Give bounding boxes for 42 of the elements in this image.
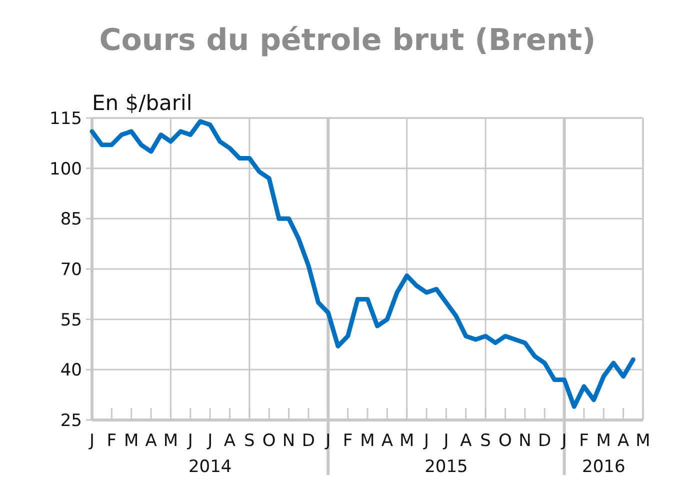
x-tick-label: O [262, 431, 276, 451]
y-axis-title: En $/baril [92, 91, 192, 115]
x-tick-label: S [244, 431, 255, 451]
text: 2015 [424, 457, 468, 477]
y-tick-label: 55 [60, 310, 82, 330]
x-tick-label: A [224, 431, 236, 451]
text: 2014 [188, 457, 232, 477]
x-tick-label: M [596, 431, 611, 451]
x-tick-label: N [282, 431, 296, 451]
x-tick-label: M [124, 431, 139, 451]
x-tick-label: D [538, 431, 552, 451]
x-tick-label: J [442, 431, 449, 451]
x-tick-label: J [324, 431, 331, 451]
y-tick-label: 100 [50, 159, 82, 180]
text: 2016 [582, 457, 626, 477]
x-tick-label: F [342, 431, 353, 451]
x-tick-label: N [518, 431, 532, 451]
x-tick-label: J [88, 431, 95, 451]
x-tick-label: A [618, 431, 630, 451]
x-tick-label: D [302, 431, 316, 451]
line-series [90, 119, 636, 409]
y-tick-label: 25 [60, 410, 82, 431]
x-tick-label: J [206, 431, 213, 451]
y-tick-label: 70 [60, 260, 82, 280]
x-tick-label: J [186, 431, 193, 451]
y-tick-label: 115 [50, 108, 82, 129]
x-tick-label: J [560, 431, 567, 451]
x-tick-label: M [163, 431, 178, 451]
chart-title: Cours du pétrole brut (Brent) [99, 23, 596, 58]
x-tick-label: F [106, 431, 117, 451]
x-tick-label: J [423, 431, 430, 451]
x-tick-label: A [381, 431, 394, 451]
x-tick-label: M [636, 431, 650, 451]
x-tick-label: O [498, 431, 512, 451]
x-tick-label: A [460, 431, 472, 451]
y-tick-label: 85 [60, 210, 82, 230]
x-tick-label: M [360, 431, 375, 451]
x-tick-label: S [480, 431, 491, 451]
x-tick-label: A [145, 431, 158, 451]
x-tick-label: M [400, 431, 414, 451]
x-tick-label: F [579, 431, 589, 451]
y-tick-label: 40 [60, 360, 82, 381]
